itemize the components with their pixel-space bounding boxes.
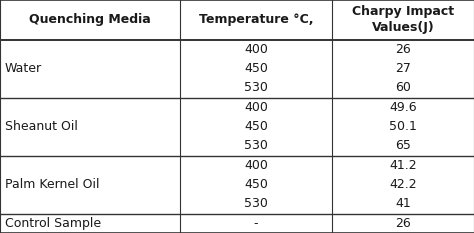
Text: 530: 530 (244, 140, 268, 152)
Text: 530: 530 (244, 82, 268, 94)
Text: 26: 26 (395, 43, 411, 56)
Text: 41.2: 41.2 (389, 159, 417, 172)
Text: 50.1: 50.1 (389, 120, 417, 133)
Text: 530: 530 (244, 198, 268, 210)
Text: Quenching Media: Quenching Media (29, 13, 151, 26)
Text: Control Sample: Control Sample (5, 217, 101, 230)
Text: 27: 27 (395, 62, 411, 75)
Text: Sheanut Oil: Sheanut Oil (5, 120, 78, 133)
Text: 450: 450 (244, 62, 268, 75)
Text: -: - (254, 217, 258, 230)
Text: 450: 450 (244, 120, 268, 133)
Text: 26: 26 (395, 217, 411, 230)
Text: 400: 400 (244, 101, 268, 114)
Text: Palm Kernel Oil: Palm Kernel Oil (5, 178, 99, 191)
Text: Temperature °C,: Temperature °C, (199, 13, 313, 26)
Text: 41: 41 (395, 198, 411, 210)
Text: 49.6: 49.6 (389, 101, 417, 114)
Text: 42.2: 42.2 (389, 178, 417, 191)
Text: 450: 450 (244, 178, 268, 191)
Text: 65: 65 (395, 140, 411, 152)
Text: Water: Water (5, 62, 42, 75)
Text: Charpy Impact
Values(J): Charpy Impact Values(J) (352, 5, 454, 34)
Text: 400: 400 (244, 43, 268, 56)
Text: 400: 400 (244, 159, 268, 172)
Text: 60: 60 (395, 82, 411, 94)
